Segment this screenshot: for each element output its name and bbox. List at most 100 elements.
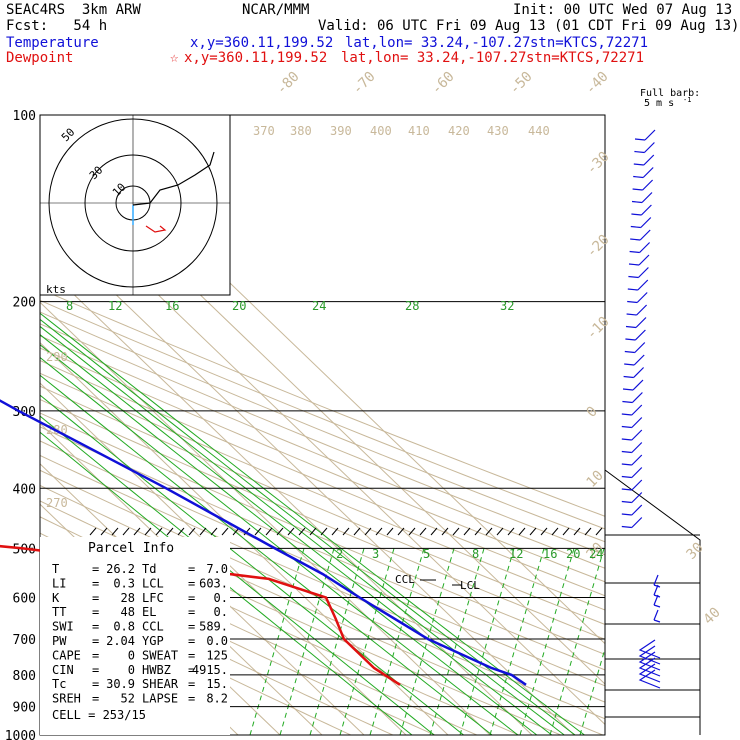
wind-barb [622,379,644,391]
dry-adiabat [40,288,605,517]
wind-barb [621,442,643,454]
dry-adiabat [40,398,605,640]
dry-adiabat [40,323,605,556]
valid-time: Valid: 06 UTC Fri 09 Aug 13 (01 CDT Fri … [318,18,740,34]
wind-barb [624,342,646,354]
parcel-field: LAPSE [142,692,178,706]
parcel-field: SWI [52,620,74,634]
svg-text:12: 12 [509,547,523,561]
svg-text:20: 20 [232,299,246,313]
wind-barb [638,669,661,689]
wind-barb [653,609,661,623]
svg-text:24: 24 [589,547,603,561]
pressure-tick-label: 700 [13,633,36,648]
parcel-field: TT [52,605,66,619]
svg-text:370: 370 [253,124,275,138]
ccl-label: CCL [395,573,415,586]
dry-adiabat [40,426,605,671]
parcel-field: 603. [199,576,228,590]
svg-text:3: 3 [372,547,379,561]
isotherm [40,422,365,735]
svg-text:380: 380 [290,124,312,138]
parcel-eq: = [188,562,195,576]
svg-text:440: 440 [528,124,550,138]
dewpoint-xy: x,y=360.11,199.52 [184,50,328,66]
wind-barb [621,429,643,441]
parcel-eq: = [92,605,99,619]
parcel-field: 0 [128,663,135,677]
wind-barb [630,229,651,241]
forecast-hour: Fcst: 54 h [6,18,108,34]
wind-barb [634,129,656,141]
parcel-field: 2.04 [106,634,135,648]
isotherm-label: -30 [584,149,613,178]
wind-barb [621,492,643,504]
svg-text:16: 16 [165,299,179,313]
parcel-field: 30.9 [106,677,135,691]
dewpoint-marker-icon: ☆ [170,50,179,66]
parcel-eq: = [92,677,99,691]
parcel-field: 26.2 [106,562,135,576]
parcel-field: EL [142,605,156,619]
parcel-field: K [52,591,60,605]
moist-adiabat [369,544,426,735]
parcel-field: 0. [214,605,228,619]
parcel-field: 48 [121,605,135,619]
wind-barb [621,517,643,529]
parcel-eq: = [92,576,99,590]
wind-barb [629,242,651,254]
wind-barb [633,154,655,166]
svg-text:390: 390 [330,124,352,138]
pressure-tick-label: 800 [13,669,36,684]
parcel-eq: = [188,677,195,691]
moist-adiabat [610,545,665,735]
barb-unit: 5 m s [644,98,674,109]
wind-barb [624,354,645,366]
dry-adiabat [40,311,605,543]
parcel-eq: = [92,634,99,648]
wind-barb [621,504,643,516]
plot-frame [39,114,606,736]
svg-text:430: 430 [487,124,509,138]
isotherm-label: 40 [701,605,724,628]
parcel-eq: = [188,692,195,706]
isotherm-label: -10 [584,314,613,343]
wind-barb [621,454,643,466]
dry-adiabat [40,440,605,687]
parcel-eq: = [188,648,195,662]
parcel-eq: = [188,591,195,605]
hodo-units: kts [46,283,66,296]
moist-adiabat [489,544,546,735]
parcel-title: Parcel Info [88,541,174,556]
parcel-field: 0. [214,591,228,605]
temperature-station: stn=KTCS,72271 [530,35,649,51]
wind-barbs: Full barb: 5 m s -1 [621,88,700,689]
moist-adiabat [429,544,486,735]
parcel-field: CAPE [52,648,81,662]
temperature-xy: x,y=360.11,199.52 [190,35,334,51]
svg-text:5: 5 [423,547,430,561]
dewpoint-label: Dewpoint [6,50,74,66]
isotherm-label: 30 [684,540,707,563]
parcel-field: HWBZ [142,663,171,677]
dry-adiabat [40,584,352,735]
plot-frame-extension [604,469,701,735]
parcel-eq: = [92,562,99,576]
parcel-field: Td [142,562,156,576]
isotherm-label: 0 [584,404,601,421]
wind-barb [631,192,653,204]
moist-adiabat [309,544,366,735]
parcel-eq: = [188,634,195,648]
dewpoint-line [0,544,401,686]
parcel-field: 28 [121,591,135,605]
svg-text:20: 20 [566,547,580,561]
wind-barb [625,317,647,329]
wind-barb [627,279,649,291]
parcel-field: PW [52,634,67,648]
parcel-eq: = [92,648,99,662]
dry-adiabat [40,299,605,530]
dry-adiabat [40,372,605,611]
temperature-line [0,399,527,686]
